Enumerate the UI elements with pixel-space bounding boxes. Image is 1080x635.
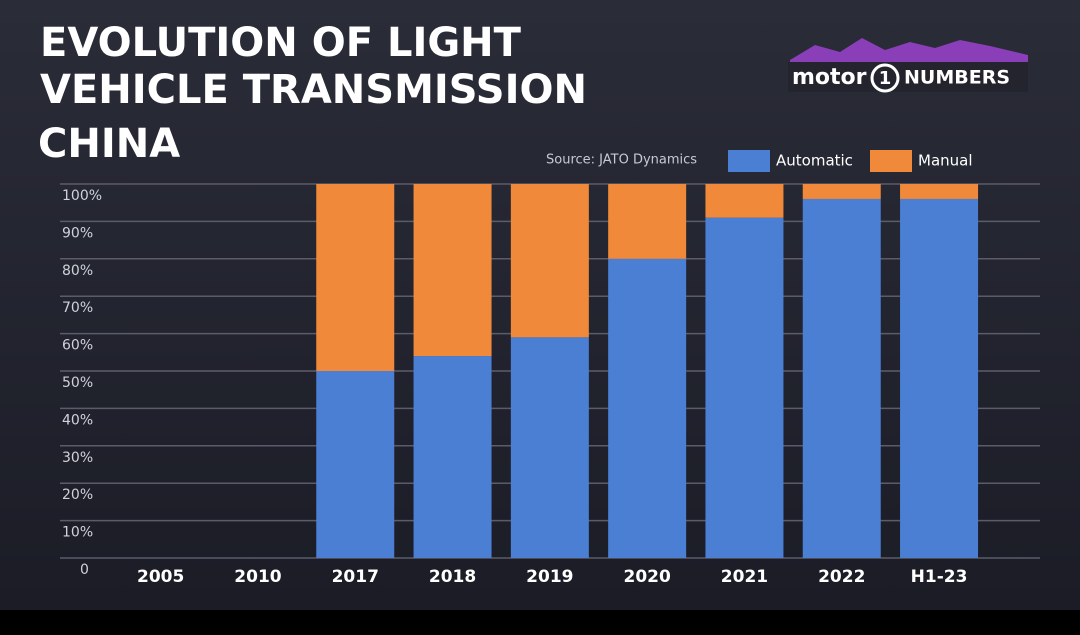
x-tick-label: 2010	[234, 567, 281, 587]
y-tick-label: 100%	[62, 188, 102, 204]
logo-mountains	[790, 38, 1028, 62]
y-tick-label: 0	[80, 562, 89, 578]
x-tick-label: 2021	[721, 567, 768, 587]
x-tick-label: 2018	[429, 567, 476, 587]
logo: motor 1 NUMBERS	[788, 38, 1028, 93]
bar-segment	[900, 198, 979, 558]
y-tick-label: 30%	[62, 450, 93, 466]
title-line: EVOLUTION OF LIGHT	[40, 20, 522, 66]
subtitle: CHINA	[38, 121, 180, 167]
bottom-bar	[0, 610, 1080, 635]
y-tick-label: 80%	[62, 263, 93, 279]
title-line: VEHICLE TRANSMISSION	[40, 67, 587, 113]
x-tick-label: 2022	[818, 567, 865, 587]
logo-text: motor	[792, 65, 867, 90]
bar-segment	[608, 258, 687, 558]
bar-segment	[316, 184, 395, 371]
logo-box	[788, 62, 1028, 92]
y-tick-label: 40%	[62, 412, 93, 428]
bar-segment	[316, 371, 395, 558]
bar-segment	[510, 337, 589, 558]
bar-segment	[802, 198, 881, 558]
y-tick-label: 90%	[62, 225, 93, 241]
y-tick-label: 60%	[62, 338, 93, 354]
bar-segment	[413, 184, 492, 357]
logo-text: 1	[879, 68, 892, 89]
bar-segment	[705, 184, 784, 218]
legend-label: Automatic	[776, 152, 853, 170]
legend-label: Manual	[918, 152, 973, 170]
x-tick-label: 2005	[137, 567, 184, 587]
x-tick-label: 2019	[526, 567, 573, 587]
logo-circle	[870, 63, 900, 93]
x-tick-label: 2020	[623, 567, 670, 587]
y-tick-label: 50%	[62, 375, 93, 391]
source: Source: JATO Dynamics	[546, 153, 697, 168]
y-tick-label: 20%	[62, 487, 93, 503]
bar-segment	[802, 184, 881, 199]
logo-text: NUMBERS	[904, 67, 1010, 89]
x-tick-label: H1-23	[911, 567, 968, 587]
legend-swatch	[870, 150, 912, 172]
bar-segment	[510, 184, 589, 338]
x-tick-label: 2017	[332, 567, 379, 587]
bar-segment	[413, 356, 492, 558]
y-tick-label: 10%	[62, 525, 93, 541]
bar-segment	[900, 184, 979, 199]
y-tick-label: 70%	[62, 300, 93, 316]
legend-swatch	[728, 150, 770, 172]
bar-segment	[608, 184, 687, 259]
bar-segment	[705, 217, 784, 558]
